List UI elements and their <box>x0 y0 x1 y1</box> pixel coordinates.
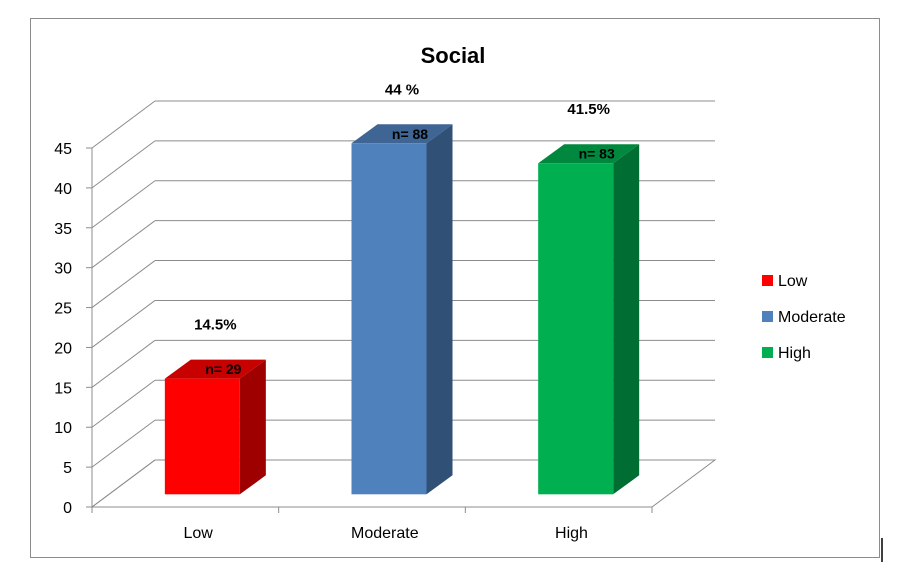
chart-title: Social <box>421 43 486 68</box>
side-wall-line <box>91 339 156 388</box>
y-tick-label: 40 <box>54 181 72 198</box>
y-tick-label: 10 <box>54 420 72 437</box>
side-wall-line <box>91 459 156 508</box>
legend-entry-moderate: Moderate <box>778 309 846 326</box>
bar-side-low <box>239 359 266 495</box>
bar-count-label: n= 83 <box>579 146 615 162</box>
side-wall-line <box>91 140 156 189</box>
bar-top-low <box>164 359 266 379</box>
bar-side-high <box>613 144 640 495</box>
bar-top-high <box>538 144 640 164</box>
x-category-label: Low <box>183 525 213 542</box>
side-wall-line <box>91 180 156 229</box>
y-tick-label: 30 <box>54 261 72 278</box>
bar-moderate <box>351 143 427 495</box>
x-category-label: Moderate <box>351 525 419 542</box>
bar-side-moderate <box>426 124 453 495</box>
side-wall-line <box>91 100 156 149</box>
side-wall-line <box>91 300 156 348</box>
legend-entry-low: Low <box>778 273 808 290</box>
y-tick-label: 20 <box>54 340 72 357</box>
bar-value-label: 14.5% <box>194 317 237 334</box>
x-category-label: High <box>555 525 588 542</box>
side-wall-line <box>91 220 156 269</box>
bar-top-moderate <box>351 124 453 144</box>
bar-value-label: 41.5% <box>567 101 610 118</box>
y-tick-label: 45 <box>54 141 72 158</box>
legend-swatch-high <box>762 347 773 358</box>
y-tick-label: 5 <box>63 460 72 477</box>
y-tick-label: 15 <box>54 380 72 397</box>
bar-count-label: n= 88 <box>392 126 428 142</box>
bar-low <box>164 378 240 495</box>
y-tick-label: 0 <box>63 500 72 517</box>
side-wall-line <box>91 379 156 428</box>
y-tick-label: 35 <box>54 221 72 238</box>
legend-entry-high: High <box>778 345 811 362</box>
legend-swatch-low <box>762 275 773 286</box>
y-tick-label: 25 <box>54 301 72 318</box>
legend-swatch-moderate <box>762 311 773 322</box>
bar-value-label: 44 % <box>385 81 419 98</box>
bar-count-label: n= 29 <box>205 361 241 377</box>
bar-high <box>538 163 614 495</box>
side-wall-line <box>91 260 156 308</box>
side-wall-line <box>91 419 156 468</box>
